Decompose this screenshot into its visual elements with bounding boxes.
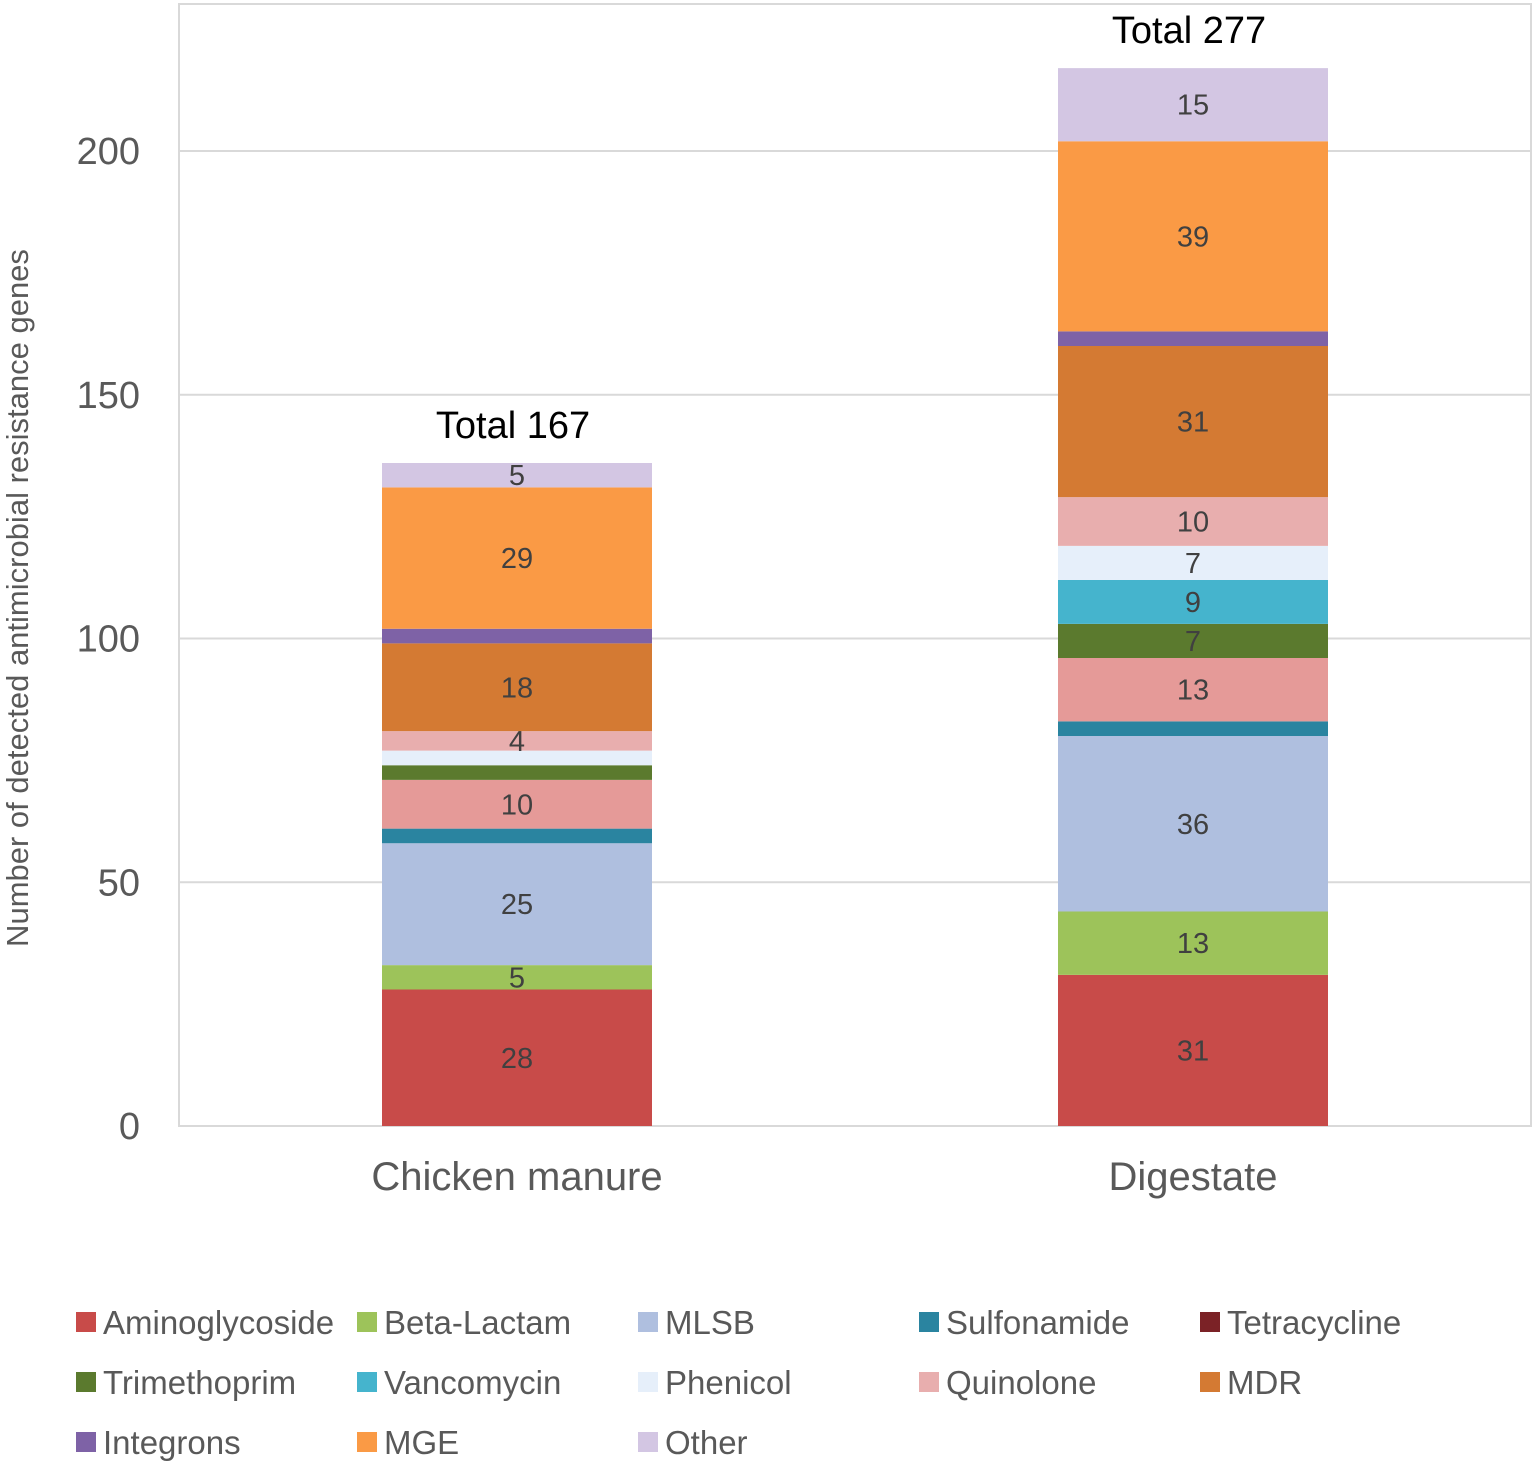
total-label-0: Total 167	[436, 405, 590, 447]
segment-label-1-9: 10	[1177, 507, 1209, 539]
legend-label-6: Vancomycin	[384, 1364, 561, 1401]
bar-segment-1-11	[1058, 331, 1328, 346]
y-tick-label-150: 150	[77, 375, 140, 417]
bar-segment-1-1	[1058, 911, 1328, 975]
bar-segment-0-9	[382, 731, 652, 751]
bar-segment-1-12	[1058, 141, 1328, 332]
legend-label-12: Other	[665, 1424, 748, 1461]
segment-label-1-2: 36	[1177, 809, 1209, 841]
segment-label-1-1: 13	[1177, 928, 1209, 960]
bar-segment-0-3	[382, 828, 652, 844]
legend-swatch-7	[638, 1372, 658, 1392]
bar-segment-1-2	[1058, 736, 1328, 912]
plot-area-frame	[178, 3, 1532, 1127]
legend-swatch-3	[919, 1312, 939, 1332]
bar-segment-0-11	[382, 628, 652, 644]
bar-segment-0-2	[382, 843, 652, 966]
legend-swatch-1	[357, 1312, 377, 1332]
segment-label-1-8: 7	[1185, 548, 1201, 580]
bar-segment-0-6	[382, 765, 652, 780]
segment-label-1-6: 7	[1185, 626, 1201, 658]
legend-label-9: MDR	[1227, 1364, 1302, 1401]
legend-swatch-2	[638, 1312, 658, 1332]
bar-segment-0-10	[382, 643, 652, 732]
legend-label-1: Beta-Lactam	[384, 1304, 571, 1341]
legend-swatch-9	[1200, 1372, 1220, 1392]
bar-segment-0-5	[382, 779, 652, 829]
y-axis-title: Number of detected antimicrobial resista…	[0, 249, 35, 947]
segment-label-0-9: 4	[509, 726, 525, 758]
y-tick-label-50: 50	[98, 862, 140, 904]
legend-label-5: Trimethoprim	[103, 1364, 296, 1401]
bar-segment-1-7	[1058, 580, 1328, 624]
segment-label-1-12: 39	[1177, 221, 1209, 253]
segment-label-0-5: 10	[501, 789, 533, 821]
bar-segment-1-10	[1058, 346, 1328, 498]
legend-label-3: Sulfonamide	[946, 1304, 1129, 1341]
bar-segment-1-9	[1058, 497, 1328, 546]
segment-label-0-0: 28	[501, 1043, 533, 1075]
segment-label-1-7: 9	[1185, 587, 1201, 619]
y-tick-label-100: 100	[77, 619, 140, 661]
bar-segment-0-12	[382, 487, 652, 629]
y-tick-label-200: 200	[77, 131, 140, 173]
legend-swatch-11	[357, 1432, 377, 1452]
segment-label-1-10: 31	[1177, 407, 1209, 439]
legend-label-7: Phenicol	[665, 1364, 792, 1401]
legend-swatch-4	[1200, 1312, 1220, 1332]
bar-segment-1-8	[1058, 545, 1328, 580]
legend-swatch-6	[357, 1372, 377, 1392]
bar-segment-1-3	[1058, 721, 1328, 736]
segment-label-0-13: 5	[509, 460, 525, 492]
bar-segment-0-13	[382, 463, 652, 488]
category-label-1: Digestate	[1109, 1155, 1278, 1199]
legend-label-10: Integrons	[103, 1424, 241, 1461]
bar-segment-0-0	[382, 989, 652, 1126]
segment-label-1-0: 31	[1177, 1035, 1209, 1067]
segment-label-0-1: 5	[509, 962, 525, 994]
bar-segment-1-13	[1058, 68, 1328, 142]
legend-label-11: MGE	[384, 1424, 459, 1461]
legend-label-0: Aminoglycoside	[103, 1304, 334, 1341]
legend-label-4: Tetracycline	[1227, 1304, 1401, 1341]
bar-segment-1-5	[1058, 658, 1328, 722]
segment-label-0-10: 18	[501, 672, 533, 704]
segment-label-0-2: 25	[501, 889, 533, 921]
legend-label-2: MLSB	[665, 1304, 755, 1341]
bar-segment-1-6	[1058, 623, 1328, 658]
segment-label-1-13: 15	[1177, 90, 1209, 122]
category-label-0: Chicken manure	[371, 1155, 662, 1199]
segment-label-1-5: 13	[1177, 675, 1209, 707]
legend-swatch-5	[76, 1372, 96, 1392]
bar-segment-0-8	[382, 750, 652, 766]
legend-swatch-0	[76, 1312, 96, 1332]
legend-label-8: Quinolone	[946, 1364, 1096, 1401]
segment-label-0-12: 29	[501, 543, 533, 575]
legend-swatch-8	[919, 1372, 939, 1392]
legend-swatch-10	[76, 1432, 96, 1452]
bar-segment-0-1	[382, 965, 652, 990]
total-label-1: Total 277	[1112, 10, 1266, 52]
y-tick-label-0: 0	[119, 1106, 140, 1148]
legend-swatch-12	[638, 1432, 658, 1452]
bar-segment-1-0	[1058, 974, 1328, 1126]
